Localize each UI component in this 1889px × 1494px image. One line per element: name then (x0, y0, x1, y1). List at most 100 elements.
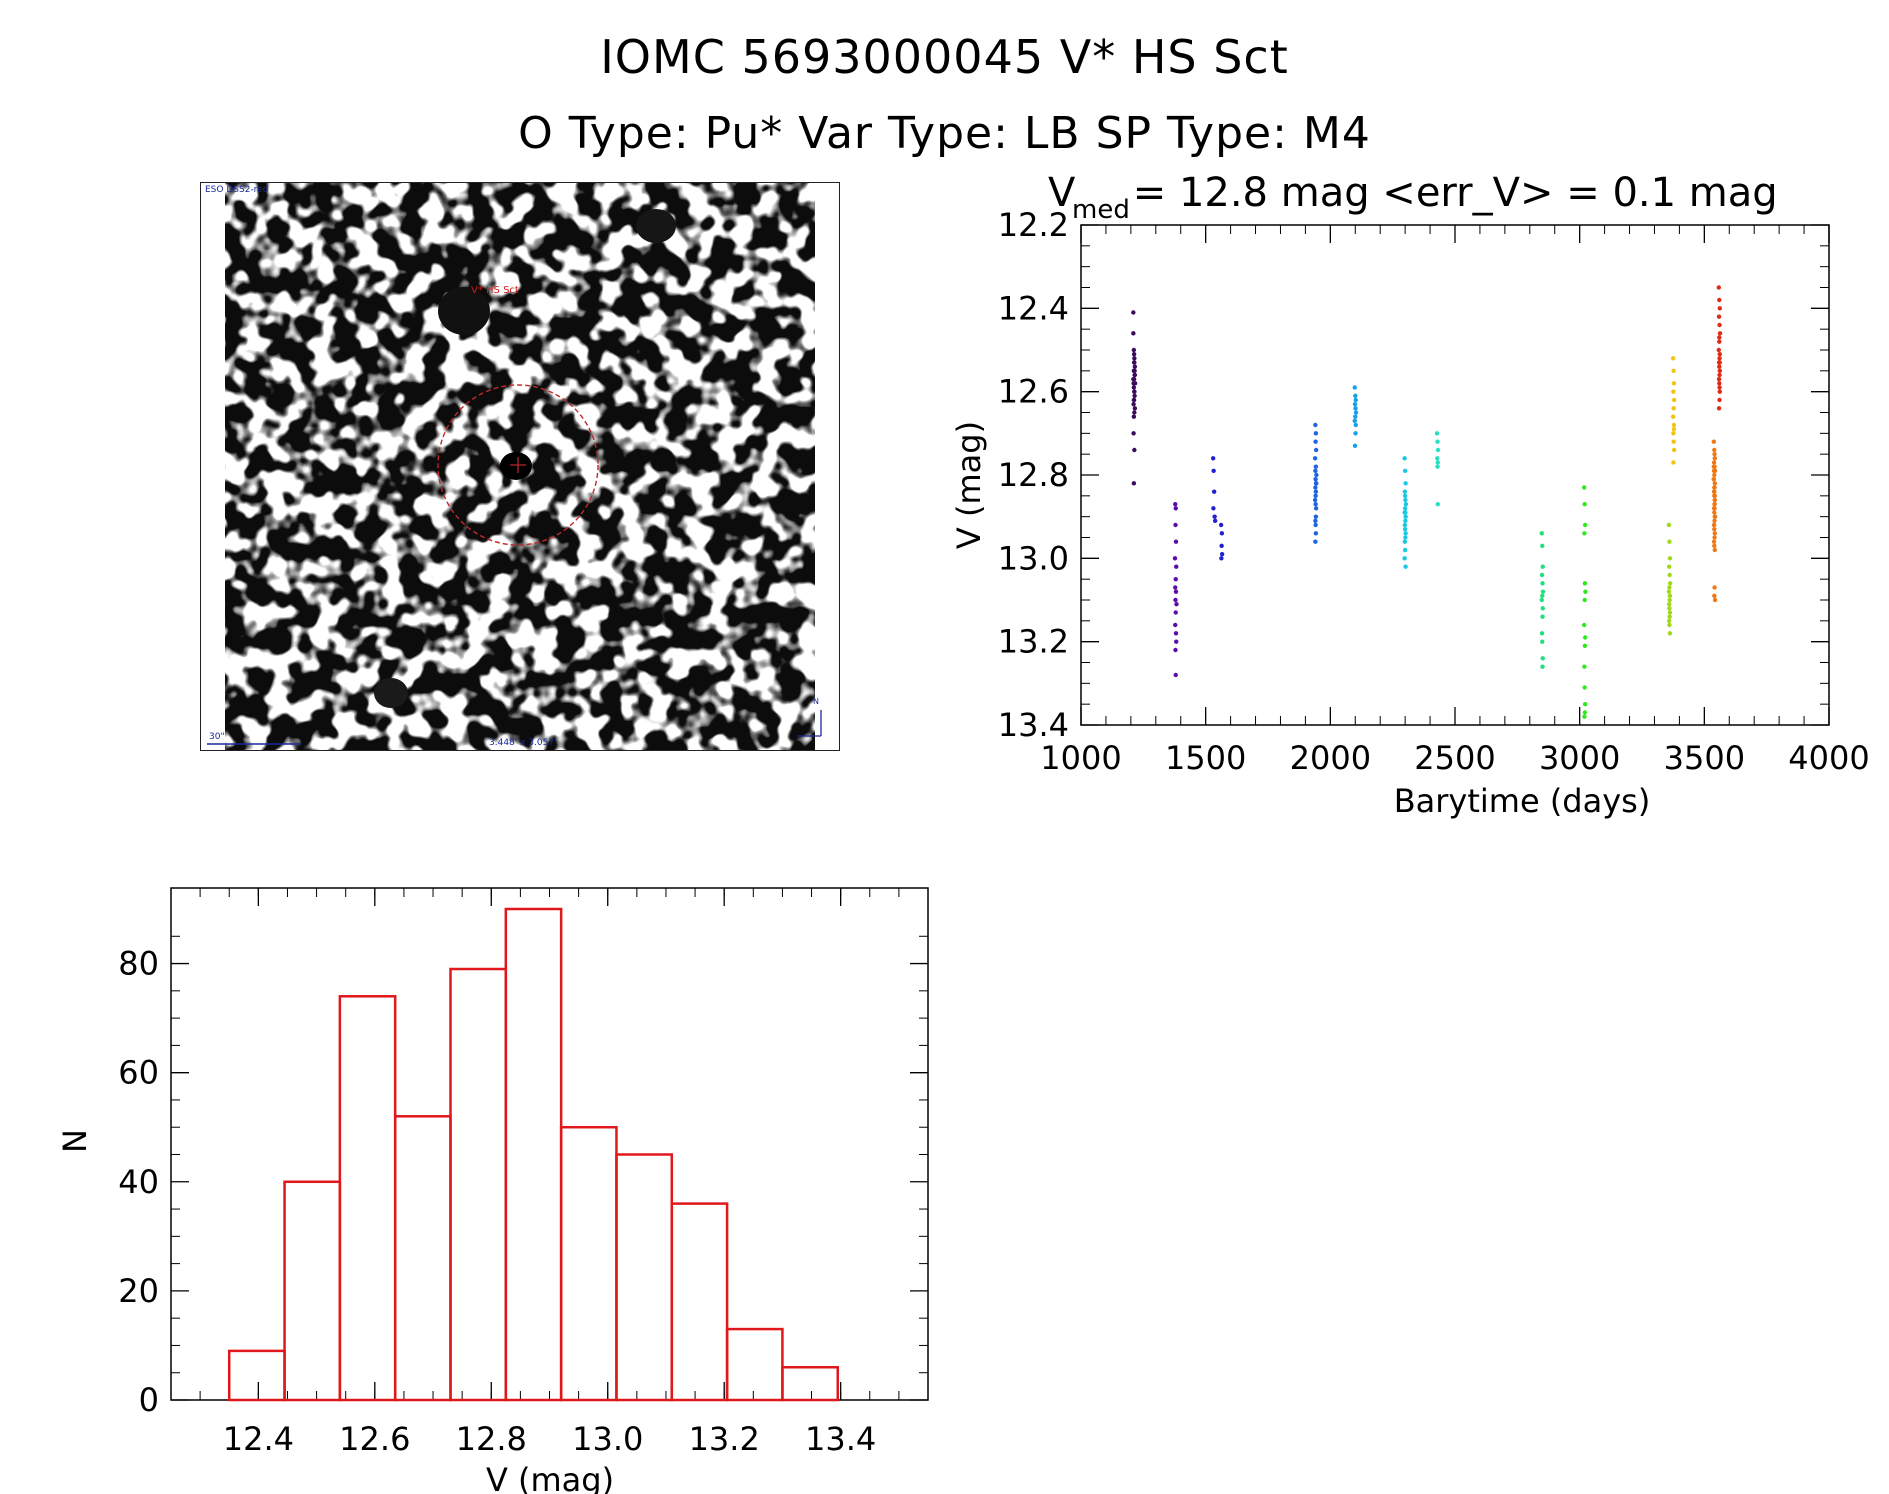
data-point (1313, 493, 1318, 499)
data-point (1712, 451, 1717, 457)
data-point (1435, 439, 1440, 444)
data-point (1218, 522, 1224, 528)
data-point (1712, 497, 1718, 503)
data-point (1313, 439, 1318, 444)
data-point (1313, 485, 1318, 490)
data-point (1540, 593, 1545, 599)
data-point (1540, 581, 1545, 586)
light-curve-axes: 1000 1500 2000 2500 3000 3500 4000 12.2 12.4 12.6… (998, 206, 1870, 777)
data-point (1667, 593, 1673, 599)
light-curve-ylabel: V (mag) (950, 421, 988, 549)
data-point (1131, 376, 1136, 382)
data-point (1131, 347, 1137, 353)
data-point (1402, 547, 1408, 553)
histogram-ylabel: N (56, 1129, 94, 1153)
data-point (1540, 589, 1546, 594)
data-point (1711, 460, 1717, 465)
data-point (1353, 431, 1358, 436)
histogram-bars (227, 907, 839, 1402)
data-point (1131, 385, 1137, 390)
data-point (1131, 397, 1137, 403)
data-point (1402, 456, 1407, 461)
data-point (1174, 601, 1179, 607)
data-point (1712, 493, 1718, 499)
data-point (1582, 531, 1587, 536)
data-point (1712, 547, 1718, 553)
data-point (1131, 351, 1137, 357)
data-point (1711, 468, 1717, 474)
data-point (1131, 414, 1137, 419)
data-point (1670, 414, 1676, 419)
north-label: N (813, 697, 819, 706)
data-point (1353, 414, 1358, 419)
y-tick-label: 13.0 (998, 539, 1069, 577)
x-tick-label: 3500 (1664, 739, 1745, 777)
data-point (1403, 514, 1408, 519)
data-point (1671, 447, 1677, 453)
title-line-1: IOMC 5693000045 V* HS Sct (600, 30, 1289, 84)
data-point (1716, 285, 1721, 290)
hx-tick-label: 12.6 (339, 1420, 410, 1458)
x-tick-label: 1000 (1040, 739, 1121, 777)
data-point (1403, 535, 1408, 540)
data-point (1667, 614, 1672, 619)
data-point (1173, 576, 1178, 582)
data-point (1353, 397, 1358, 403)
data-point (1582, 664, 1587, 669)
data-point (1402, 489, 1408, 494)
hx-tick-label: 13.2 (689, 1420, 760, 1458)
data-point (1581, 485, 1587, 490)
data-point (1210, 456, 1216, 461)
data-point (1173, 539, 1179, 544)
target-star (500, 452, 532, 480)
title-line-2: O Type: Pu* Var Type: LB SP Type: M4 (518, 108, 1371, 159)
data-point (1717, 372, 1722, 378)
data-point (1712, 526, 1717, 532)
data-point (1403, 564, 1408, 569)
data-point (1353, 393, 1358, 399)
histogram-bar (338, 995, 397, 1402)
data-point (1219, 531, 1225, 536)
histogram-bar (504, 907, 563, 1402)
data-point (1717, 385, 1722, 390)
y-tick-label: 12.6 (998, 373, 1069, 411)
histogram-bar (227, 1349, 286, 1402)
data-point (1671, 439, 1676, 444)
data-point (1712, 514, 1718, 519)
data-point (1583, 589, 1588, 594)
data-point (1172, 556, 1178, 561)
star (636, 209, 676, 243)
data-point (1582, 701, 1588, 707)
hx-tick-label: 13.4 (805, 1420, 876, 1458)
data-point (1173, 585, 1178, 590)
data-point (1402, 506, 1408, 511)
data-point (1539, 531, 1544, 536)
data-point (1712, 489, 1717, 494)
data-point (1402, 556, 1407, 561)
data-point (1717, 381, 1722, 386)
data-point (1582, 597, 1587, 603)
data-point (1717, 335, 1722, 340)
data-point (1132, 393, 1137, 399)
data-point (1582, 685, 1587, 690)
target-circle (437, 384, 599, 546)
data-point (1402, 468, 1408, 474)
data-point (1435, 464, 1440, 469)
hx-tick-label: 12.8 (456, 1420, 527, 1458)
data-point (1539, 572, 1545, 578)
data-point (1173, 647, 1178, 653)
data-point (1132, 372, 1138, 378)
data-point (1667, 572, 1672, 578)
data-point (1712, 506, 1717, 511)
data-point (1540, 614, 1545, 619)
data-point (1716, 314, 1722, 319)
data-point (1712, 510, 1717, 515)
data-point (1539, 631, 1545, 636)
data-point (1711, 464, 1717, 469)
data-point (1312, 497, 1318, 503)
data-point (1717, 297, 1722, 303)
data-point (1667, 597, 1672, 603)
data-point (1132, 381, 1138, 386)
data-point (1666, 522, 1672, 528)
histogram-bar (559, 1125, 618, 1402)
